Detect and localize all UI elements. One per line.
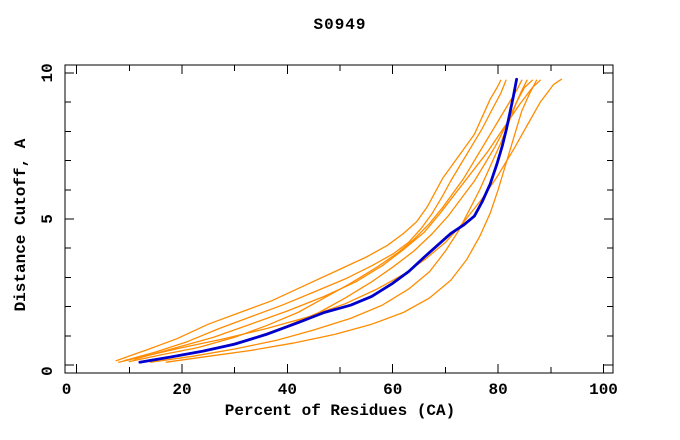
curve-highlighted-model	[138, 77, 518, 364]
curve-prediction-1	[115, 79, 502, 362]
x-axis-label: Percent of Residues (CA)	[224, 402, 456, 420]
x-tick-label: 100	[589, 381, 618, 399]
x-tick-label: 80	[489, 381, 508, 399]
y-tick-label: 10	[39, 63, 57, 82]
x-tick-label: 20	[172, 381, 191, 399]
x-tick-label: 0	[62, 381, 72, 399]
curve-prediction-5	[149, 79, 534, 363]
x-tick-label: 60	[383, 381, 402, 399]
curve-prediction-2	[123, 79, 507, 362]
y-tick-label: 0	[39, 366, 57, 376]
y-tick-label: 5	[39, 214, 57, 224]
curve-prediction-3	[128, 79, 523, 363]
plot-box	[64, 64, 614, 374]
chart-title: S0949	[313, 16, 367, 34]
x-tick-label: 40	[278, 381, 297, 399]
curve-prediction-6	[165, 79, 538, 363]
y-axis-label: Distance Cutoff, A	[12, 138, 30, 312]
curve-prediction-8	[118, 78, 563, 363]
